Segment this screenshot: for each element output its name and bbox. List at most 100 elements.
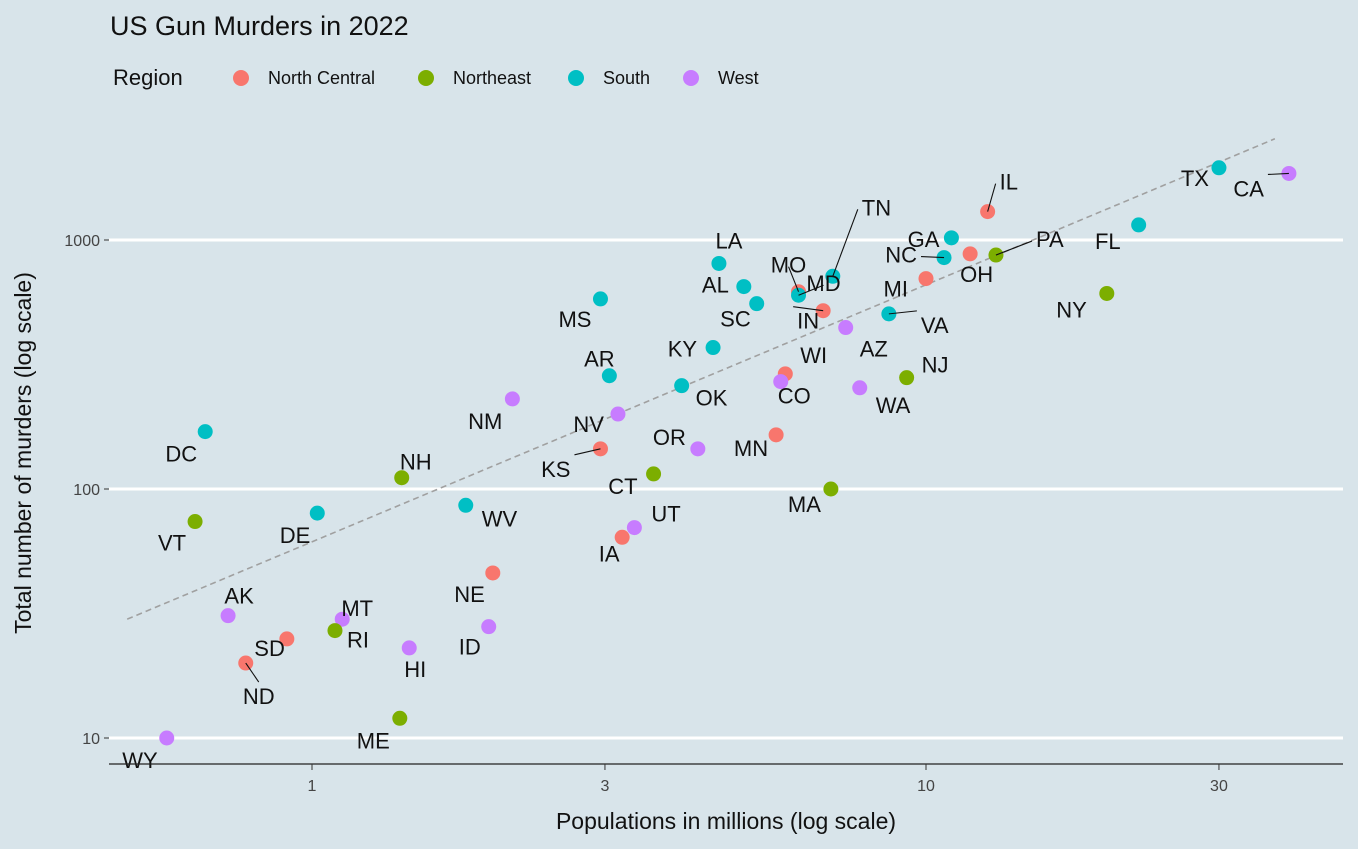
label-wv: WV [482,506,518,531]
label-md: MD [806,271,840,296]
x-tick-label-3: 3 [600,778,609,795]
leader-va [888,310,917,315]
label-ky: KY [668,337,698,362]
label-ma: MA [788,492,821,517]
leader-nc [921,256,945,259]
label-de: DE [280,523,311,548]
point-ne [485,565,501,581]
point-nm [504,391,520,407]
label-mi: MI [884,277,908,302]
legend-swatch-west [683,70,699,86]
label-fl: FL [1095,229,1121,254]
label-mo: MO [771,253,806,278]
label-wa: WA [876,393,911,418]
point-la [711,255,727,271]
legend: Region North Central Northeast South West [113,65,759,90]
point-sc [749,296,765,312]
trend-line [126,138,1276,620]
point-id [481,619,497,635]
point-ut [626,520,642,536]
label-tn: TN [862,195,891,220]
point-ia [614,529,630,545]
point-mi [918,271,934,287]
point-ok [674,378,690,394]
label-wy: WY [122,748,158,773]
legend-swatch-south [568,70,584,86]
point-ak [220,608,236,624]
label-il: IL [1000,170,1018,195]
legend-label-west: West [718,68,759,88]
label-ri: RI [347,628,369,653]
label-mt: MT [341,596,373,621]
point-al [736,279,752,295]
label-nc: NC [885,243,917,268]
label-tx: TX [1181,166,1209,191]
legend-swatch-northeast [418,70,434,86]
point-co [773,374,789,390]
point-ma [823,481,839,497]
point-or [690,441,706,457]
leader-md [798,284,824,296]
label-sd: SD [254,636,285,661]
label-mn: MN [734,436,768,461]
leader-pa [995,240,1033,256]
label-va: VA [921,313,949,338]
point-nj [899,370,915,386]
label-ct: CT [608,474,637,499]
point-vt [187,514,203,530]
leader-nd [245,662,260,683]
leader-il [987,183,997,212]
y-axis-ticks: 10 100 1000 [64,233,109,748]
label-ny: NY [1056,297,1087,322]
point-mn [768,427,784,443]
label-nm: NM [468,409,502,434]
point-mt [334,611,350,627]
label-id: ID [459,635,481,660]
point-ky [705,340,721,356]
label-nj: NJ [922,353,949,378]
legend-swatch-north-central [233,70,249,86]
legend-label-south: South [603,68,650,88]
label-ca: CA [1233,176,1264,201]
label-oh: OH [960,262,993,287]
point-wa [852,380,868,396]
label-la: LA [715,228,742,253]
point-ar [601,368,617,384]
label-ut: UT [651,502,680,527]
x-tick-label-1: 1 [308,778,317,795]
y-tick-label-10: 10 [82,731,100,748]
label-az: AZ [860,337,888,362]
leader-mo [788,266,800,292]
label-in: IN [797,309,819,334]
point-ga [943,230,959,246]
x-tick-label-30: 30 [1210,778,1228,795]
label-ms: MS [558,307,591,332]
label-ne: NE [454,582,485,607]
chart-title: US Gun Murders in 2022 [110,11,409,41]
y-gridlines [109,238,1343,740]
label-ks: KS [541,457,570,482]
point-az [838,320,854,336]
label-hi: HI [404,657,426,682]
point-ct [646,466,662,482]
label-co: CO [778,384,811,409]
label-ak: AK [224,584,254,609]
leader-ca [1267,172,1289,176]
point-tx [1211,160,1227,176]
label-or: OR [653,425,686,450]
label-nd: ND [243,684,275,709]
point-wv [458,497,474,513]
point-ny [1099,285,1115,301]
label-wi: WI [800,343,827,368]
point-ri [327,623,343,639]
y-axis-title: Total number of murders (log scale) [10,272,36,634]
point-wy [159,730,175,746]
label-al: AL [702,273,729,298]
label-ok: OK [696,386,728,411]
leader-ks [574,448,601,456]
label-dc: DC [165,442,197,467]
point-oh [962,246,978,262]
point-nv [610,406,626,422]
